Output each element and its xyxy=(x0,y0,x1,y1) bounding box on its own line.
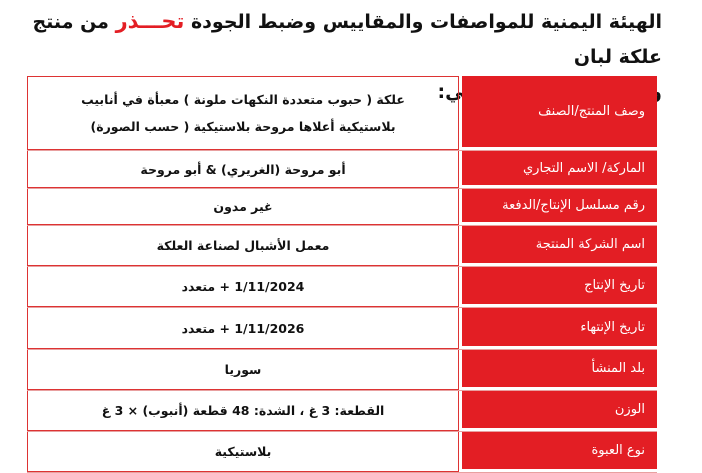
table-row: بلد المنشأ سوريا xyxy=(27,350,657,391)
row-value: معمل الأشبال لصناعة العلكة xyxy=(27,226,459,266)
row-value: غير مدون xyxy=(27,189,459,225)
row-label: وصف المنتج/الصنف xyxy=(462,76,657,150)
row-value: 1/11/2026 + متعدد xyxy=(27,308,459,349)
heading-authority: الهيئة اليمنية للمواصفات والمقاييس وضبط … xyxy=(190,11,662,33)
table-row: الماركة/ الاسم التجاري أبو مروحة (الغرير… xyxy=(27,151,657,189)
heading-line-1: الهيئة اليمنية للمواصفات والمقاييس وضبط … xyxy=(20,4,662,75)
heading-product: من منتج علكة لبان xyxy=(32,11,662,68)
row-label: رقم مسلسل الإنتاج/الدفعة xyxy=(462,189,657,225)
table-row: نوع العبوة بلاستيكية xyxy=(27,432,657,473)
row-label: اسم الشركة المنتجة xyxy=(462,226,657,266)
row-value: القطعة: 3 غ ، الشدة: 48 قطعة (أنبوب) × 3… xyxy=(27,391,459,431)
heading-warning-word: تحـــذر xyxy=(115,9,185,33)
product-info-table: وصف المنتج/الصنف علكة ( حبوب متعددة النك… xyxy=(27,76,657,473)
table-row: تاريخ الإنتاج 1/11/2024 + متعدد xyxy=(27,267,657,308)
row-value: بلاستيكية xyxy=(27,432,459,472)
row-label: نوع العبوة xyxy=(462,432,657,472)
table-row: اسم الشركة المنتجة معمل الأشبال لصناعة ا… xyxy=(27,226,657,267)
row-value: سوريا xyxy=(27,350,459,390)
row-label: تاريخ الإنتهاء xyxy=(462,308,657,349)
value-line: علكة ( حبوب متعددة النكهات ملونة ) معبأة… xyxy=(81,92,405,107)
table-row: تاريخ الإنتهاء 1/11/2026 + متعدد xyxy=(27,308,657,350)
row-label: الماركة/ الاسم التجاري xyxy=(462,151,657,188)
table-row: الوزن القطعة: 3 غ ، الشدة: 48 قطعة (أنبو… xyxy=(27,391,657,432)
table-row: رقم مسلسل الإنتاج/الدفعة غير مدون xyxy=(27,189,657,226)
row-value: أبو مروحة (الغريري) & أبو مروحة xyxy=(27,151,459,188)
row-label: بلد المنشأ xyxy=(462,350,657,390)
row-label: تاريخ الإنتاج xyxy=(462,267,657,307)
table-row: وصف المنتج/الصنف علكة ( حبوب متعددة النك… xyxy=(27,76,657,151)
row-value: 1/11/2024 + متعدد xyxy=(27,267,459,307)
row-label: الوزن xyxy=(462,391,657,431)
row-value: علكة ( حبوب متعددة النكهات ملونة ) معبأة… xyxy=(27,76,459,150)
value-line: بلاستيكية أعلاها مروحة بلاستيكية ( حسب ا… xyxy=(90,119,396,134)
